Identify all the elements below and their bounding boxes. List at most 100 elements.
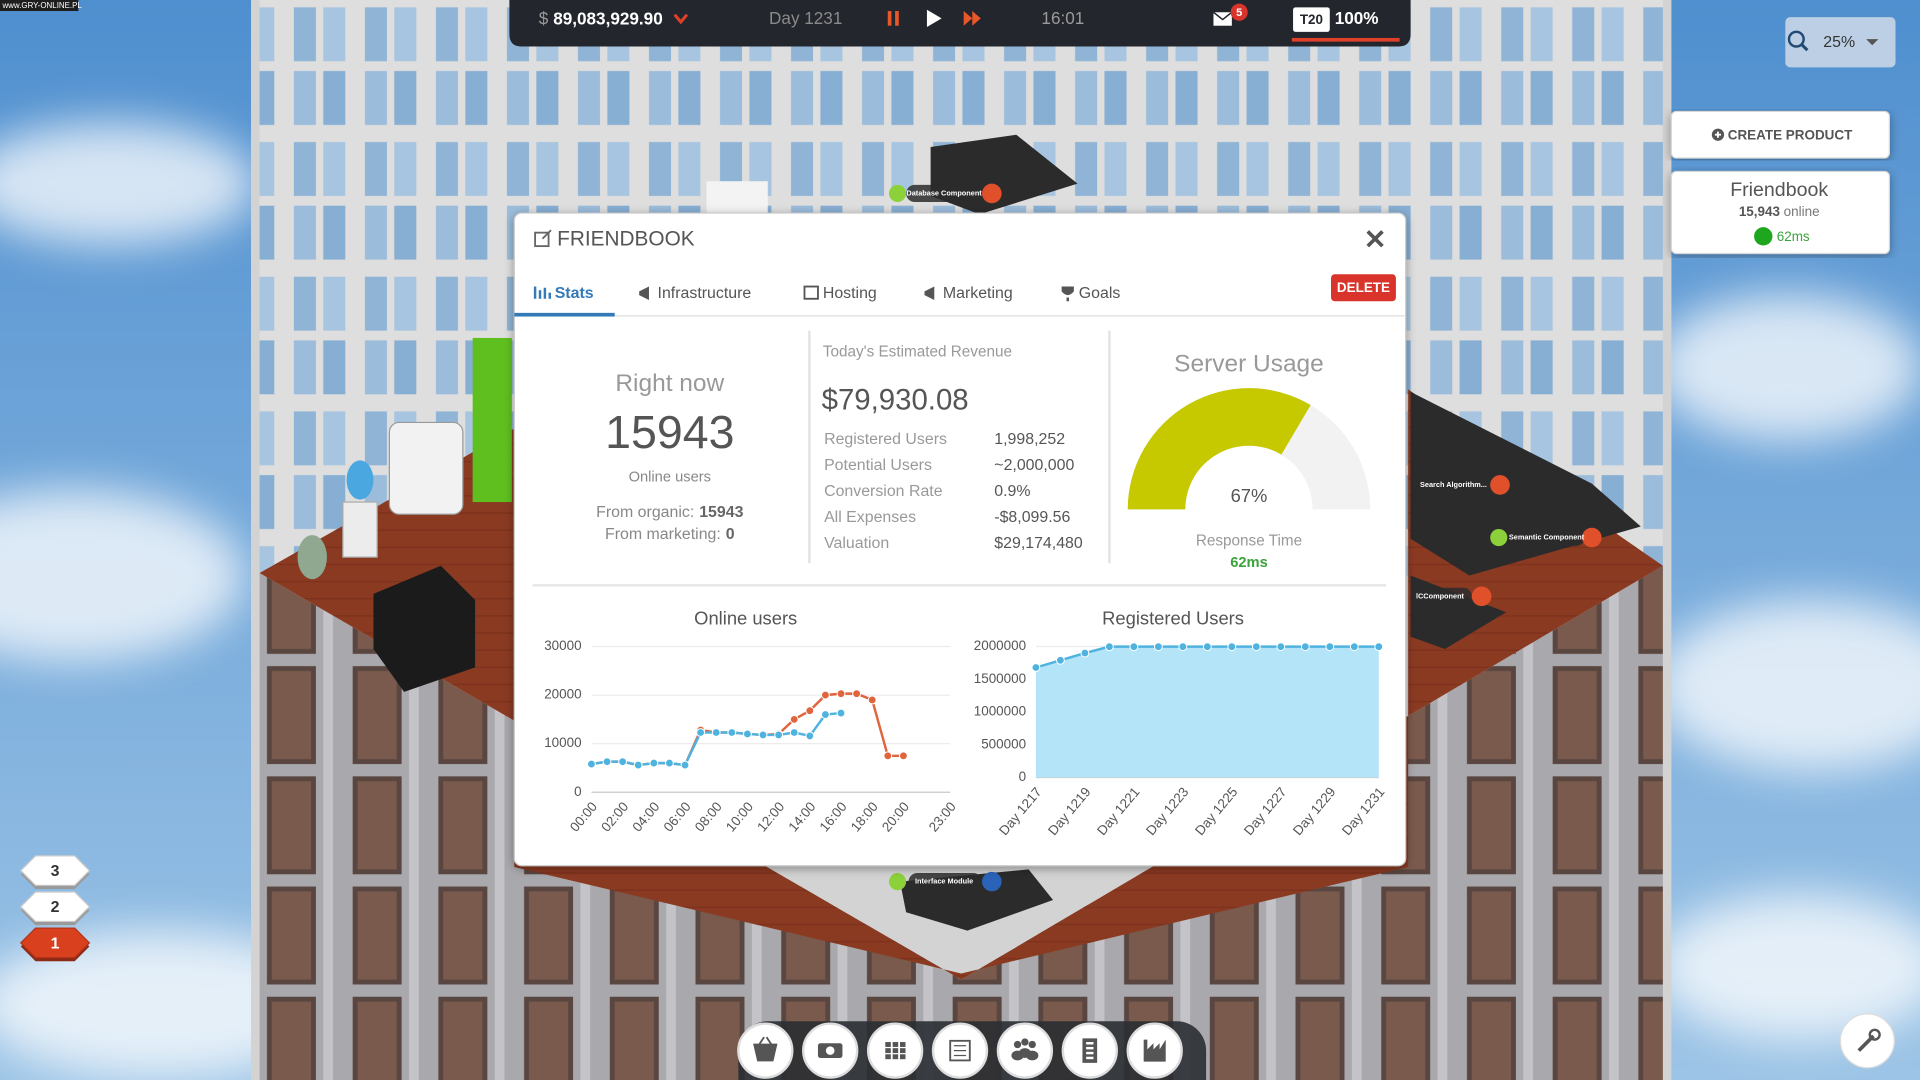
money-value: 89,083,929.90	[553, 8, 663, 28]
floor-button[interactable]: 3	[19, 855, 91, 889]
revenue-row-label: Registered Users	[824, 431, 947, 448]
revenue-label: Today's Estimated Revenue	[823, 344, 1012, 361]
status-dot	[1754, 227, 1773, 246]
revenue-row-label: Conversion Rate	[824, 483, 943, 500]
icon	[900, 1054, 906, 1060]
pause-button[interactable]	[887, 11, 899, 26]
floor-selector: 3 2 1	[19, 855, 91, 962]
icon	[900, 1042, 906, 1047]
point	[649, 758, 659, 768]
scene-label: Database Component	[906, 188, 982, 197]
point	[1349, 642, 1359, 652]
toolbar-button[interactable]	[996, 1022, 1054, 1079]
y-tick-label: 30000	[544, 638, 581, 653]
icon	[1021, 1038, 1029, 1046]
right-now-panel: Right now 15943 Online users From organi…	[596, 370, 743, 543]
tier-badge	[1293, 7, 1330, 32]
icon	[1018, 1048, 1032, 1058]
revenue-row-value: $29,174,480	[994, 535, 1083, 552]
icon	[892, 1042, 899, 1047]
point	[805, 731, 815, 741]
mail-count: 5	[1236, 7, 1242, 19]
point	[665, 758, 674, 768]
point	[743, 729, 752, 739]
revenue-value: $79,930.08	[822, 383, 969, 416]
marketing-value: 0	[726, 526, 735, 543]
point	[633, 760, 643, 770]
point	[680, 760, 690, 770]
marketing-line: From marketing: 0	[605, 526, 735, 543]
delete-button[interactable]: DELETE	[1331, 274, 1396, 302]
icon	[892, 1054, 899, 1060]
point	[1153, 642, 1163, 652]
icon	[885, 1054, 891, 1060]
server-gauge	[1127, 388, 1371, 510]
chart-title: Registered Users	[1102, 607, 1244, 628]
product-online: 15,943 online	[1739, 203, 1820, 218]
point	[727, 728, 737, 737]
y-tick-label: 1500000	[974, 671, 1026, 686]
product-name: Friendbook	[1730, 179, 1828, 201]
zoom-control[interactable]: 25%	[1785, 17, 1896, 68]
tab[interactable]: Stats	[555, 285, 594, 302]
watermark: www.GRY-ONLINE.PL	[1, 1, 82, 10]
mail-button[interactable]: 5	[1213, 3, 1248, 26]
y-tick-label: 0	[1019, 769, 1026, 784]
active-tab-indicator	[514, 312, 615, 317]
organic-value: 15943	[699, 504, 743, 521]
toolbar-button[interactable]	[737, 1022, 794, 1079]
gauge-value	[1127, 388, 1311, 510]
right-now-heading: Right now	[615, 370, 724, 397]
icon	[753, 1036, 778, 1062]
floor-button[interactable]: 1	[19, 927, 91, 962]
play-button[interactable]	[926, 9, 942, 27]
scene-tags: Database Component Search Algorithm... S…	[888, 183, 1602, 892]
floor-hex	[19, 891, 91, 923]
toolbar	[737, 1021, 1207, 1080]
point	[1031, 663, 1041, 672]
icon	[1086, 1042, 1094, 1045]
icon	[885, 1048, 891, 1054]
fast-forward-button[interactable]	[963, 11, 981, 26]
toolbar-button[interactable]	[931, 1022, 989, 1079]
settings-button[interactable]	[1839, 1013, 1895, 1069]
scene-label: Interface Module	[915, 877, 973, 886]
point	[1202, 642, 1212, 652]
toolbar-button[interactable]	[866, 1022, 924, 1079]
close-button[interactable]	[1366, 230, 1384, 248]
point	[867, 695, 877, 705]
point	[711, 728, 721, 737]
point	[1251, 642, 1261, 652]
point	[883, 751, 893, 761]
point	[1055, 655, 1065, 665]
y-tick-label: 10000	[544, 735, 581, 750]
icon	[1086, 1046, 1094, 1050]
gauge-label: 67%	[1231, 485, 1268, 506]
y-tick-label: 2000000	[974, 638, 1026, 653]
floor-label: 2	[51, 899, 60, 916]
product-card[interactable]: Friendbook 15,943 online 62ms	[1670, 170, 1891, 255]
floor-button[interactable]: 2	[19, 891, 91, 926]
scene-label: Search Algorithm...	[1420, 480, 1487, 489]
tab[interactable]: Marketing	[943, 285, 1013, 302]
tab[interactable]: Hosting	[823, 285, 877, 302]
point	[587, 759, 596, 769]
toolbar-button[interactable]	[1061, 1022, 1118, 1079]
toolbar-button[interactable]	[802, 1022, 859, 1079]
point	[836, 689, 846, 699]
money-dropdown[interactable]	[673, 13, 689, 25]
revenue-row-value: 1,998,252	[994, 431, 1065, 448]
tab[interactable]: Goals	[1079, 285, 1121, 302]
revenue-row-value: 0.9%	[994, 483, 1030, 500]
online-label: Online users	[629, 469, 711, 485]
floor-label: 1	[51, 935, 60, 952]
scene-label: lCComponent	[1416, 591, 1465, 600]
toolbar-button[interactable]	[1126, 1022, 1183, 1079]
clock: 16:01	[1041, 8, 1084, 28]
point	[789, 728, 799, 737]
organic-label: From organic:	[596, 504, 694, 521]
tab[interactable]: Infrastructure	[658, 285, 752, 302]
icon	[825, 1046, 835, 1055]
create-product-button[interactable]: CREATE PRODUCT	[1670, 110, 1891, 159]
